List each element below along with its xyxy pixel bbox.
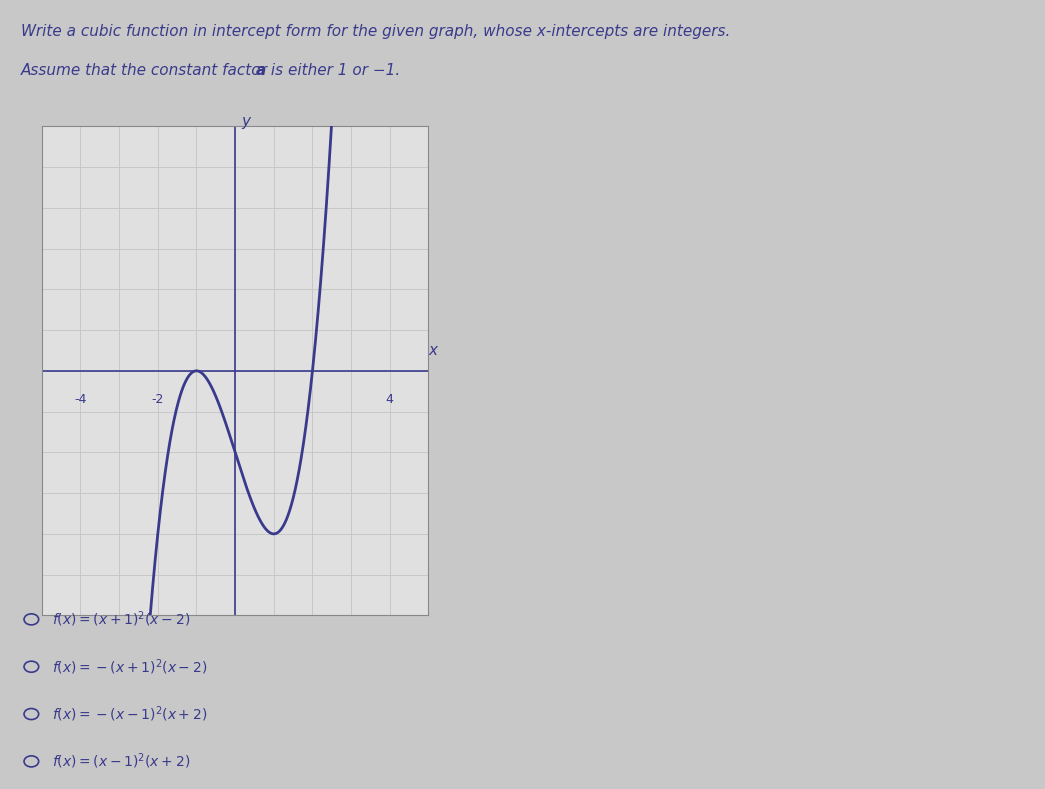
Text: a: a <box>256 63 266 78</box>
Text: Assume that the constant factor: Assume that the constant factor <box>21 63 273 78</box>
Text: $f(x) = -(x - 1)^2(x + 2)$: $f(x) = -(x - 1)^2(x + 2)$ <box>52 705 208 724</box>
Text: y: y <box>241 114 250 129</box>
Text: $f(x) = (x - 1)^2(x + 2)$: $f(x) = (x - 1)^2(x + 2)$ <box>52 752 190 771</box>
Text: x: x <box>428 342 438 357</box>
Text: is either 1 or −1.: is either 1 or −1. <box>266 63 400 78</box>
Text: Write a cubic function in intercept form for the given graph, whose x-intercepts: Write a cubic function in intercept form… <box>21 24 730 39</box>
Text: -2: -2 <box>152 393 164 406</box>
Text: $f(x) = -(x + 1)^2(x - 2)$: $f(x) = -(x + 1)^2(x - 2)$ <box>52 657 208 676</box>
Text: $f(x) = (x + 1)^2(x - 2)$: $f(x) = (x + 1)^2(x - 2)$ <box>52 610 190 629</box>
Text: -4: -4 <box>74 393 87 406</box>
Text: 4: 4 <box>386 393 394 406</box>
